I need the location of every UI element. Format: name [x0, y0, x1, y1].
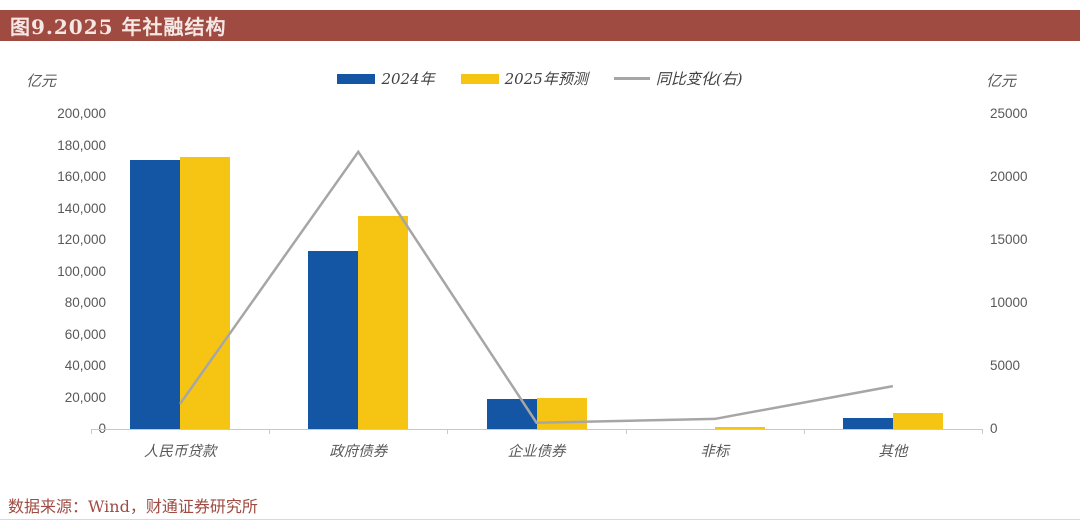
x-axis-line [91, 429, 982, 430]
left-axis-tick-label: 0 [28, 422, 106, 436]
x-axis-tick [982, 429, 983, 434]
category-label-非标: 非标 [700, 444, 730, 460]
x-axis-tick [625, 429, 627, 434]
category-label-其他: 其他 [878, 444, 908, 460]
right-axis-tick-label: 25000 [990, 106, 1028, 121]
legend-item-yoy: 同比变化(右) [613, 68, 743, 89]
legend-swatch-2024 [337, 73, 376, 84]
left-axis-tick-label: 160,000 [57, 169, 106, 184]
right-axis-tick-label: 10000 [990, 295, 1028, 310]
left-axis-tick-label: 20,000 [64, 389, 106, 405]
bar-2024年-其他 [842, 417, 893, 429]
category-label-政府债券: 政府债券 [329, 444, 388, 460]
right-axis-unit: 亿元 [986, 72, 1017, 90]
legend-line-swatch-yoy [613, 77, 650, 80]
right-axis-tick-label: 5000 [990, 358, 1021, 373]
category-label-企业债券: 企业债券 [507, 444, 566, 460]
x-axis-tick [269, 429, 271, 434]
category-label-人民币贷款: 人民币贷款 [143, 444, 217, 460]
bar-2024年-政府债券 [308, 251, 359, 429]
legend-item-2025: 2025年预测 [460, 68, 588, 89]
figure-title: 图9.2025 年社融结构 [10, 15, 227, 39]
bottom-divider [0, 519, 1080, 520]
left-axis-tick-label: 120,000 [57, 232, 106, 247]
left-axis-tick-label: 180,000 [57, 137, 106, 153]
data-source-note: 数据来源：Wind，财通证券研究所 [8, 497, 258, 516]
x-axis-tick [803, 429, 805, 434]
legend-label-2024: 2024年 [381, 70, 435, 88]
left-axis-tick-label: 60,000 [64, 326, 106, 342]
right-axis-tick-label: 0 [990, 421, 998, 436]
left-axis-tick-label: 100,000 [57, 263, 106, 279]
bar-2024年-人民币贷款 [130, 159, 181, 429]
bar-2025年预测-政府债券 [358, 216, 409, 429]
figure-title-bar: 图9.2025 年社融结构 [0, 10, 1080, 41]
left-axis-tick-label: 140,000 [57, 200, 106, 216]
x-axis-tick [91, 429, 92, 434]
bar-2025年预测-人民币贷款 [180, 156, 231, 429]
bar-2025年预测-其他 [892, 413, 943, 429]
right-axis-tick-label: 15000 [990, 232, 1028, 247]
legend-label-yoy: 同比变化(右) [655, 70, 743, 88]
legend-swatch-2025 [460, 73, 499, 84]
legend-item-2024: 2024年 [337, 68, 435, 89]
bar-2025年预测-企业债券 [536, 397, 587, 429]
chart-legend: 2024年 2025年预测 同比变化(右) [0, 68, 1080, 89]
bar-2025年预测-非标 [714, 427, 765, 429]
legend-label-2025: 2025年预测 [504, 70, 588, 88]
x-axis-tick [447, 429, 449, 434]
left-axis-tick-label: 40,000 [64, 358, 106, 373]
bar-2024年-企业债券 [486, 399, 537, 429]
left-axis-tick-label: 80,000 [64, 295, 106, 310]
left-axis-tick-label: 200,000 [57, 106, 106, 121]
right-axis-tick-label: 20000 [990, 169, 1028, 184]
left-axis-unit: 亿元 [26, 72, 57, 90]
